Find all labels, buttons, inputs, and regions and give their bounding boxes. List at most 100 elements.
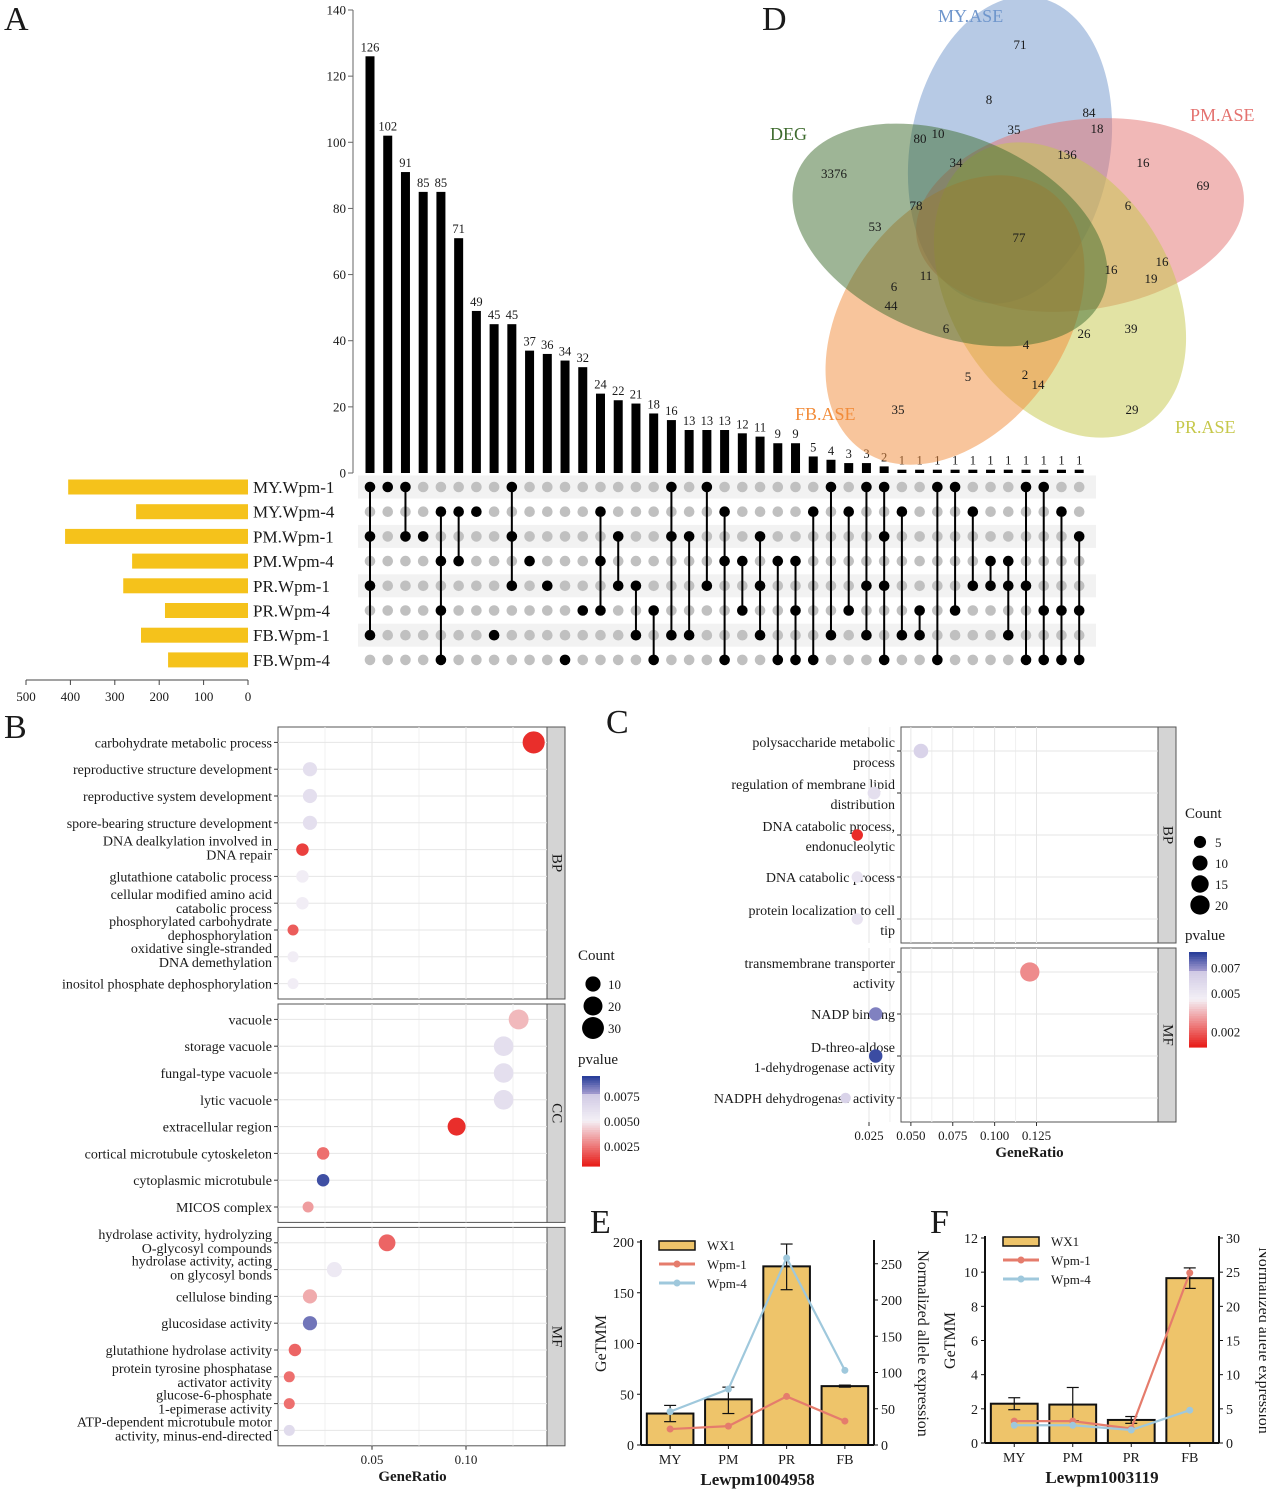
legend-pvalue-gradient <box>1189 1020 1207 1024</box>
matrix-dot-empty <box>737 654 748 666</box>
set-size-tick-label: 300 <box>105 689 125 704</box>
legend-pvalue-label: 0.0025 <box>604 1139 640 1154</box>
matrix-dot-empty <box>914 481 925 493</box>
venn-region-count: 10 <box>932 126 945 141</box>
intersection-bar-label: 34 <box>559 345 572 359</box>
matrix-dot-empty <box>524 605 535 616</box>
facet-strip-label: MF <box>1160 1024 1176 1046</box>
legend-pvalue-gradient <box>1189 978 1207 982</box>
term-dot <box>302 788 318 804</box>
panel-label-d: D <box>762 1 787 38</box>
matrix-dot-empty <box>400 654 411 666</box>
intersection-bar-label: 45 <box>488 308 501 322</box>
legend-pvalue-gradient <box>1189 1025 1207 1029</box>
legend-pvalue-label: 0.0050 <box>604 1114 640 1129</box>
venn-region-count: 18 <box>1091 121 1104 136</box>
legend-label: Wpm-4 <box>1051 1272 1091 1287</box>
intersection-bar-label: 9 <box>792 427 798 441</box>
term-label: glutathione hydrolase activity <box>106 1344 272 1359</box>
venn-set-label: DEG <box>770 124 807 144</box>
matrix-dot-empty <box>506 654 518 666</box>
intersection-bar-label: 24 <box>594 378 607 392</box>
venn-region-count: 77 <box>1013 230 1027 245</box>
intersection-bar <box>400 172 410 474</box>
term-label: cytoplasmic microtubule <box>133 1174 272 1189</box>
matrix-dot-empty <box>382 629 394 641</box>
matrix-dot-empty <box>542 629 553 641</box>
venn-region-count: 6 <box>943 321 950 336</box>
legend-pvalue-gradient <box>582 1141 600 1145</box>
legend-count-title: Count <box>578 948 616 964</box>
matrix-dot-empty <box>1056 481 1067 493</box>
x-tick-label: PR <box>778 1453 796 1468</box>
intersection-bar <box>595 393 605 473</box>
legend-pvalue-gradient <box>582 1148 600 1151</box>
y-tick-label: 40 <box>333 333 346 348</box>
legend-count-label: 15 <box>1215 877 1228 892</box>
legend-pvalue-gradient <box>1189 1018 1207 1022</box>
intersection-bar <box>436 191 446 473</box>
matrix-dot-empty <box>577 531 589 542</box>
legend-pvalue-gradient <box>1189 1035 1207 1039</box>
matrix-dot-empty <box>772 506 784 517</box>
intersection-bar <box>631 403 641 473</box>
matrix-dot-empty <box>559 629 571 641</box>
matrix-dot-empty <box>595 629 606 641</box>
legend-pvalue-gradient <box>582 1134 600 1138</box>
x-axis-title: Lewpm1004958 <box>700 1470 814 1489</box>
y2-tick-label: 150 <box>881 1330 902 1345</box>
intersection-bar-label: 5 <box>810 440 816 454</box>
y-tick-label: 120 <box>327 69 347 84</box>
term-label: polysaccharide metabolic <box>752 736 895 751</box>
legend-pvalue-gradient <box>1189 956 1207 960</box>
set-label: PM.Wpm-1 <box>253 527 334 546</box>
intersection-bar <box>1074 469 1084 473</box>
x-tick-label: 0.025 <box>854 1128 883 1143</box>
matrix-dot-empty <box>577 629 589 641</box>
facet-strip-label: BP <box>1160 826 1176 844</box>
matrix-dot-empty <box>896 654 908 666</box>
legend-pvalue-title: pvalue <box>1185 928 1225 944</box>
facet-strip <box>1157 947 1177 1123</box>
term-label: hydrolase activity, acting <box>132 1255 272 1270</box>
matrix-dot-empty <box>790 481 801 493</box>
intersection-bar <box>365 56 375 474</box>
go-dotplot-c: BP polysaccharide metabolic process regulat… <box>714 726 1241 1161</box>
legend-pvalue-gradient <box>582 1082 600 1086</box>
legend-pvalue-gradient <box>582 1123 600 1127</box>
y-tick-label: 60 <box>333 267 346 282</box>
term-label: catabolic process <box>176 902 272 917</box>
line-wpm-4 <box>1014 1409 1191 1432</box>
matrix-dot-empty <box>754 654 766 666</box>
set-size-bar <box>168 652 248 668</box>
bar-wx1 <box>820 1385 870 1447</box>
intersection-bar-label: 1 <box>1005 454 1011 468</box>
term-dot <box>296 843 309 856</box>
term-label: DNA dealkylation involved in <box>103 835 272 850</box>
y2-tick-label: 50 <box>881 1403 895 1418</box>
legend-pvalue-gradient <box>582 1107 600 1111</box>
intersection-bar-label: 126 <box>361 40 380 54</box>
legend-count-label: 20 <box>1215 898 1228 913</box>
intersection-bar <box>383 135 393 473</box>
legend-pvalue-gradient <box>582 1105 600 1109</box>
venn-region-count: 16 <box>1105 262 1119 277</box>
matrix-dot-empty <box>825 654 837 666</box>
matrix-dot-empty <box>914 580 925 592</box>
matrix-dot-empty <box>435 481 447 493</box>
set-size-bar <box>164 603 248 618</box>
legend-pvalue-gradient <box>582 1091 600 1095</box>
line-point-wpm-4 <box>1010 1421 1018 1429</box>
venn-region-count: 16 <box>1156 254 1170 269</box>
term-label: endonucleolytic <box>806 840 895 855</box>
legend-swatch-point <box>1017 1275 1025 1283</box>
legend-pvalue-gradient <box>582 1080 600 1084</box>
term-dot <box>868 1007 883 1021</box>
venn-region-count: 3376 <box>821 166 848 181</box>
intersection-bar <box>791 443 801 473</box>
term-dot <box>283 1424 295 1436</box>
legend-pvalue-gradient <box>1189 994 1207 998</box>
intersection-bar-label: 18 <box>647 397 660 411</box>
term-dot <box>1020 962 1040 982</box>
matrix-dot-empty <box>861 654 872 666</box>
